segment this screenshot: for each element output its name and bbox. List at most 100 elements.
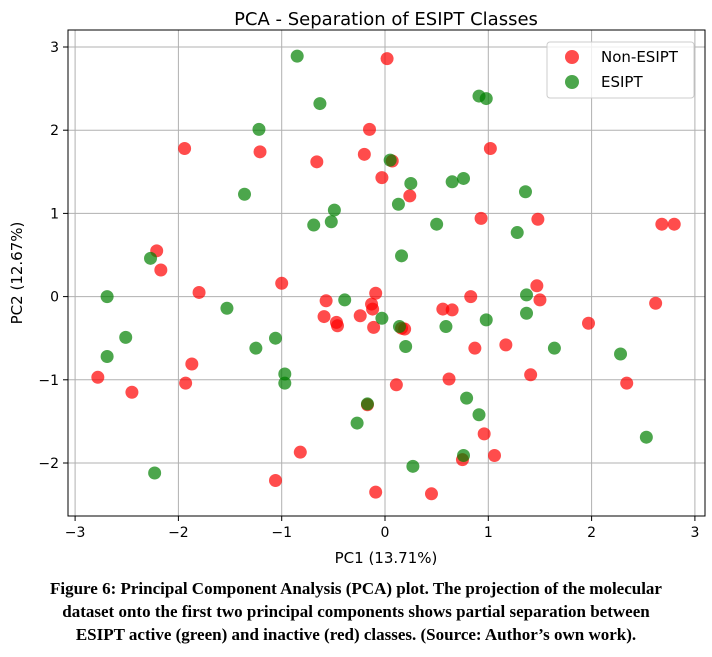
points xyxy=(91,49,681,501)
point-esipt xyxy=(457,171,471,185)
point-non-esipt xyxy=(474,211,488,225)
caption-line: dataset onto the first two principal com… xyxy=(62,602,650,621)
point-non-esipt xyxy=(655,217,669,231)
point-non-esipt xyxy=(380,52,394,66)
caption-line: ESIPT active (green) and inactive (red) … xyxy=(75,625,637,644)
point-non-esipt xyxy=(269,473,283,487)
point-esipt xyxy=(479,92,493,106)
legend-marker-non-esipt xyxy=(565,50,579,64)
point-esipt xyxy=(392,320,406,334)
point-esipt xyxy=(430,217,444,231)
point-non-esipt xyxy=(367,320,381,334)
point-non-esipt xyxy=(319,294,333,308)
point-non-esipt xyxy=(310,155,324,169)
point-non-esipt xyxy=(389,378,403,392)
point-esipt xyxy=(100,290,114,304)
point-esipt xyxy=(338,293,352,307)
point-non-esipt xyxy=(253,145,267,159)
point-esipt xyxy=(439,320,453,334)
point-non-esipt xyxy=(185,357,199,371)
point-esipt xyxy=(520,306,534,320)
x-tick-label: −2 xyxy=(168,525,189,541)
point-esipt xyxy=(252,122,266,136)
point-esipt xyxy=(460,391,474,405)
point-non-esipt xyxy=(533,293,547,307)
point-non-esipt xyxy=(442,372,456,386)
chart-title: PCA - Separation of ESIPT Classes xyxy=(234,9,538,30)
x-tick-label: 3 xyxy=(690,525,699,541)
x-tick-label: 2 xyxy=(587,525,596,541)
point-esipt xyxy=(220,301,234,315)
point-esipt xyxy=(249,341,263,355)
point-esipt xyxy=(406,459,420,473)
point-non-esipt xyxy=(667,217,681,231)
point-non-esipt xyxy=(179,376,193,390)
point-esipt xyxy=(327,203,341,217)
point-non-esipt xyxy=(487,449,501,463)
figure-caption: Figure 6: Principal Component Analysis (… xyxy=(0,577,712,646)
point-non-esipt xyxy=(483,142,497,156)
point-esipt xyxy=(119,330,133,344)
point-esipt xyxy=(391,197,405,211)
point-esipt xyxy=(383,153,397,167)
legend-marker-esipt xyxy=(565,75,579,89)
x-axis-label: PC1 (13.71%) xyxy=(335,549,438,567)
point-non-esipt xyxy=(649,296,663,310)
point-esipt xyxy=(547,341,561,355)
point-non-esipt xyxy=(317,310,331,324)
point-esipt xyxy=(520,288,534,302)
point-esipt xyxy=(399,340,413,354)
point-esipt xyxy=(290,49,304,63)
point-esipt xyxy=(278,367,292,381)
y-tick-label: 0 xyxy=(50,290,59,306)
y-tick-label: −1 xyxy=(38,373,59,389)
point-esipt xyxy=(445,175,459,189)
point-non-esipt xyxy=(353,309,367,323)
point-esipt xyxy=(395,249,409,263)
point-esipt xyxy=(457,449,471,463)
point-non-esipt xyxy=(424,487,438,501)
point-esipt xyxy=(375,311,389,325)
point-non-esipt xyxy=(275,276,289,290)
point-esipt xyxy=(479,313,493,327)
x-tick-label: 1 xyxy=(484,525,493,541)
point-non-esipt xyxy=(620,376,634,390)
point-non-esipt xyxy=(192,285,206,299)
legend-box xyxy=(546,41,695,99)
ticks: −3 −2 −1 0 1 2 3 −2 −1 0 1 2 3 xyxy=(38,40,699,541)
point-esipt xyxy=(614,347,628,361)
point-non-esipt xyxy=(154,263,168,277)
x-tick-label: −1 xyxy=(271,525,292,541)
point-esipt xyxy=(100,350,114,364)
y-tick-label: 3 xyxy=(50,40,59,56)
point-esipt xyxy=(278,376,292,390)
y-tick-label: 1 xyxy=(50,206,59,222)
y-axis-label: PC2 (12.67%) xyxy=(8,222,26,325)
plot-frame xyxy=(67,29,706,517)
y-tick-label: 2 xyxy=(50,123,59,139)
point-esipt xyxy=(639,430,653,444)
point-non-esipt xyxy=(445,303,459,317)
point-non-esipt xyxy=(530,279,544,293)
point-non-esipt xyxy=(91,370,105,384)
point-non-esipt xyxy=(436,302,450,316)
point-non-esipt xyxy=(468,341,482,355)
legend-label-esipt: ESIPT xyxy=(601,73,643,91)
point-non-esipt xyxy=(531,212,545,226)
pca-scatter-chart: PCA - Separation of ESIPT Classes −3 −2 −1… xyxy=(8,9,706,567)
point-non-esipt xyxy=(363,122,377,136)
x-tick-label: −3 xyxy=(65,525,86,541)
point-non-esipt xyxy=(125,385,139,399)
point-non-esipt xyxy=(369,485,383,499)
point-non-esipt xyxy=(178,142,192,156)
point-esipt xyxy=(472,408,486,422)
point-non-esipt xyxy=(403,189,417,203)
x-tick-label: 0 xyxy=(381,525,390,541)
y-tick-label: −2 xyxy=(38,456,59,472)
point-esipt xyxy=(510,226,524,240)
point-esipt xyxy=(324,215,338,229)
point-non-esipt xyxy=(293,445,307,459)
point-non-esipt xyxy=(582,316,596,330)
point-non-esipt xyxy=(330,319,344,333)
point-non-esipt xyxy=(499,338,513,352)
